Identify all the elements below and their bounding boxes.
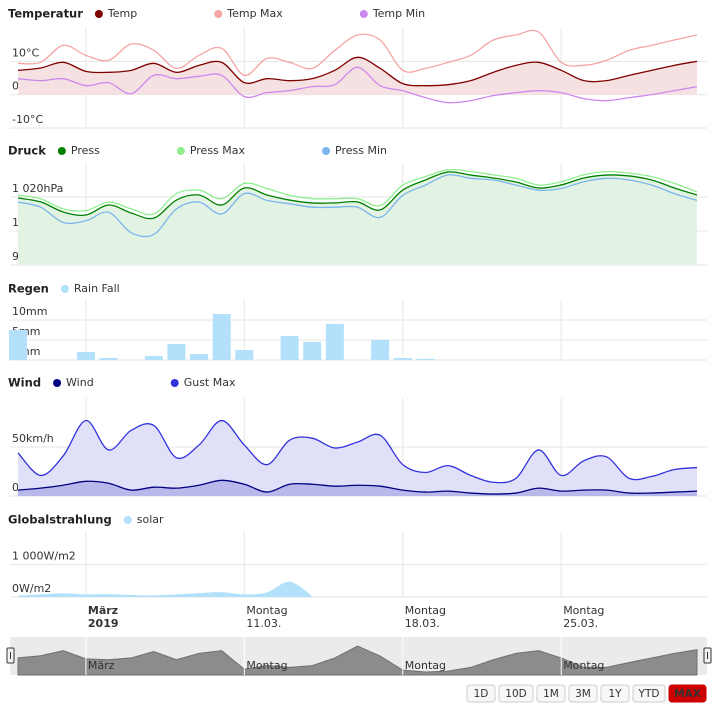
legend-marker [60,285,69,293]
bar [325,324,344,360]
chart-panel: 0mm5mm10mmRegenRain Fall [8,282,707,361]
bar [235,350,254,360]
range-button-label[interactable]: 1M [543,688,559,700]
bar [212,314,231,360]
legend-label: Press Max [190,144,246,157]
y-tick-label: -10°C [12,113,43,126]
legend-label: Press [71,144,100,157]
legend-marker [176,147,185,155]
legend-marker [359,10,368,18]
x-tick-label: 11.03. [246,617,281,630]
bar [76,352,95,360]
series-line [17,171,698,220]
bar [144,356,163,360]
series-line [17,168,698,216]
chart-title: Globalstrahlung [8,513,112,527]
x-tick-label: Montag [563,604,604,617]
x-tick-label: Montag [246,604,287,617]
navigator-label: Montag [405,659,446,672]
navigator-label: Montag [246,659,287,672]
area-fill [18,582,313,597]
chart-title: Temperatur [8,7,83,21]
area-fill [18,171,697,265]
legend-marker [123,516,132,524]
range-button-label[interactable]: 1Y [608,688,622,700]
range-button-label[interactable]: YTD [638,688,660,700]
bar [371,340,390,360]
legend-marker [94,10,103,18]
series-line [17,56,698,87]
chart-title: Regen [8,282,49,296]
y-tick-label: 1 000W/m2 [12,550,76,563]
bar [167,344,186,360]
range-button[interactable] [632,684,666,703]
chart-title: Wind [8,376,41,390]
bar [303,342,322,360]
range-button[interactable] [498,684,534,703]
series-line [17,174,698,238]
range-button[interactable] [600,684,630,703]
x-tick-label: 25.03. [563,617,598,630]
legend-label: Press Min [335,144,387,157]
legend-label: Rain Fall [74,282,120,295]
series-line [17,419,698,484]
y-tick-label: 50km/h [12,432,54,445]
navigator-label: März [88,659,115,672]
range-button[interactable] [536,684,566,703]
legend-label: Temp [107,7,137,20]
area-fill [18,420,697,496]
series-line [17,29,698,76]
x-tick-label: März [88,604,118,617]
chart-title: Druck [8,144,46,158]
range-button[interactable] [568,684,598,703]
range-button-label[interactable]: 1D [474,688,489,700]
chart-panel: 0W/m2 1 000W/m2 Globalstrahlung solar [8,513,707,598]
range-button[interactable] [668,684,707,703]
y-tick-label: 1 020hPa [12,182,63,195]
legend-label: Temp Min [372,7,425,20]
legend-label: Gust Max [184,376,236,389]
x-tick-label: 2019 [88,617,119,630]
navigator-series [17,645,698,676]
legend-label: Wind [66,376,94,389]
y-tick-label: 0W/m2 [12,582,51,595]
y-tick-label: 10mm [12,305,47,318]
legend-marker [322,147,331,155]
legend-marker [53,379,62,387]
legend-marker [214,10,223,18]
x-tick-label: 18.03. [405,617,440,630]
x-tick-label: Montag [405,604,446,617]
area-fill [18,57,697,95]
range-button-label[interactable]: MAX [674,688,701,700]
series-line [17,581,313,598]
range-button-label[interactable]: 3M [575,688,591,700]
navigator-label: Montag [563,659,604,672]
bar [99,358,118,360]
series-line [17,66,698,104]
bar [190,354,209,360]
legend-label: solar [137,513,164,526]
legend-marker [170,379,179,387]
range-button-label[interactable]: 10D [505,688,526,700]
bar [280,336,299,360]
area-fill [18,480,697,496]
bar [416,358,435,360]
bar [393,358,412,360]
range-button[interactable] [466,684,496,703]
bar [9,330,27,360]
legend-label: Temp Max [226,7,283,20]
series-line [17,479,698,495]
y-tick-label: 10°C [12,46,39,59]
legend-marker [57,147,66,155]
